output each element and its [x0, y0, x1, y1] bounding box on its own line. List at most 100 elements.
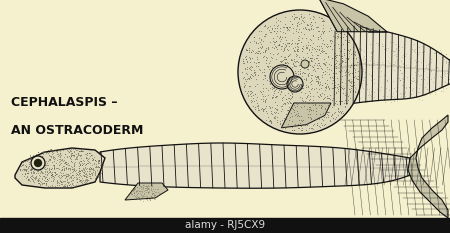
Point [315, 117, 322, 121]
Point [252, 51, 259, 55]
Point [261, 107, 269, 110]
Point [326, 119, 333, 123]
Polygon shape [408, 115, 448, 218]
Point [306, 112, 313, 116]
Point [333, 66, 340, 70]
Point [35, 182, 42, 185]
Point [284, 54, 291, 58]
Point [288, 106, 296, 110]
Point [40, 161, 48, 165]
Point [410, 86, 417, 89]
Point [294, 126, 302, 130]
Point [28, 174, 36, 178]
Point [140, 184, 148, 187]
Point [392, 89, 399, 93]
Point [319, 97, 326, 101]
Point [49, 154, 56, 158]
Point [75, 153, 82, 157]
Point [18, 172, 26, 176]
Point [259, 50, 266, 54]
Point [28, 174, 35, 178]
Point [245, 89, 252, 92]
Point [318, 104, 325, 108]
Point [383, 79, 390, 83]
Point [152, 193, 159, 197]
Point [34, 165, 41, 168]
Point [268, 27, 275, 31]
Point [25, 166, 32, 170]
Point [244, 60, 251, 64]
Point [44, 178, 51, 182]
Point [305, 71, 312, 75]
Point [145, 191, 152, 195]
Point [338, 44, 345, 47]
Point [254, 106, 261, 110]
Point [76, 169, 84, 173]
Point [291, 110, 298, 114]
Point [318, 117, 325, 121]
Point [283, 108, 290, 112]
Point [329, 86, 337, 90]
Point [22, 167, 30, 171]
Point [67, 155, 74, 159]
Point [298, 21, 305, 25]
Point [306, 22, 314, 26]
Point [56, 154, 63, 158]
Point [247, 76, 254, 80]
Point [324, 85, 332, 89]
Point [48, 172, 55, 176]
Point [138, 190, 145, 194]
Point [78, 161, 85, 165]
Point [351, 89, 358, 93]
Point [313, 75, 320, 79]
Point [283, 97, 290, 101]
Point [80, 167, 87, 171]
Point [67, 149, 74, 152]
Point [82, 153, 90, 156]
Point [336, 49, 343, 53]
Point [39, 162, 46, 165]
Text: alamy - RJ5CX9: alamy - RJ5CX9 [185, 220, 265, 230]
Point [259, 97, 266, 101]
Point [315, 81, 322, 84]
Point [288, 101, 295, 105]
Point [318, 75, 325, 79]
Point [25, 171, 32, 175]
Point [276, 29, 284, 33]
Point [296, 71, 303, 75]
Point [98, 169, 105, 173]
Point [356, 96, 364, 100]
Point [285, 102, 292, 105]
Point [442, 86, 449, 89]
Point [60, 186, 67, 189]
Point [75, 178, 82, 181]
Point [32, 156, 40, 160]
Point [437, 75, 444, 79]
Point [403, 63, 410, 67]
Point [52, 173, 59, 177]
Point [290, 60, 297, 63]
Point [276, 92, 284, 96]
Point [42, 182, 50, 185]
Point [34, 162, 41, 165]
Point [250, 60, 257, 64]
Point [296, 63, 303, 67]
Point [416, 74, 423, 78]
Point [290, 103, 297, 107]
Point [368, 78, 375, 82]
Point [310, 63, 317, 67]
Point [48, 170, 55, 174]
Point [276, 80, 283, 84]
Point [332, 64, 339, 68]
Point [255, 49, 262, 53]
Point [134, 188, 141, 192]
Point [399, 80, 406, 84]
Point [84, 167, 91, 170]
Point [333, 55, 340, 59]
Point [298, 72, 306, 75]
Point [143, 195, 150, 199]
Point [269, 74, 276, 77]
Point [426, 93, 433, 96]
Point [85, 160, 92, 164]
Point [76, 169, 83, 173]
